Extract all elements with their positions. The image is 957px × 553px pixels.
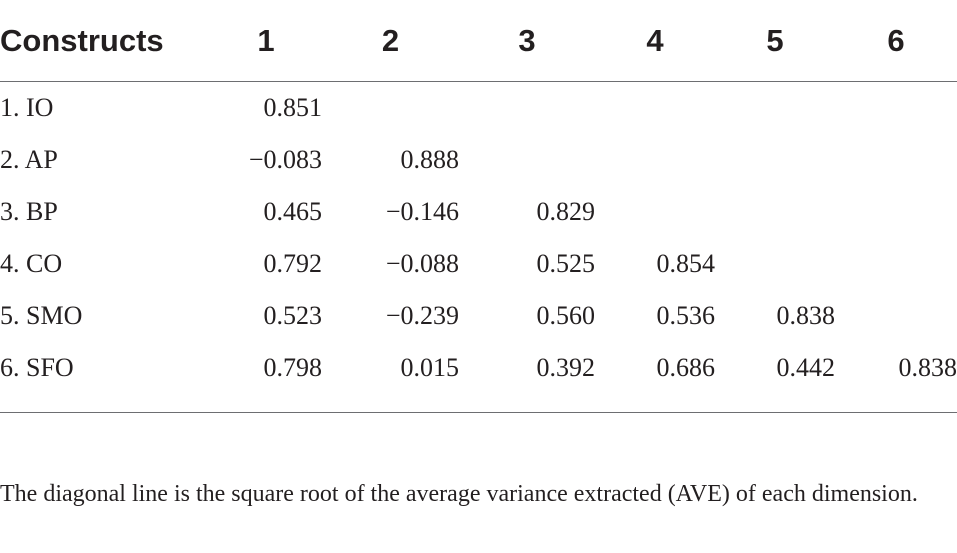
header-constructs: Constructs bbox=[0, 0, 210, 82]
table-cell bbox=[595, 186, 715, 238]
table-cell: 0.838 bbox=[898, 353, 957, 382]
table-cell: −0.146 bbox=[385, 197, 459, 226]
table-cell: 0.838 bbox=[776, 301, 836, 330]
table-cell: 0.536 bbox=[656, 301, 716, 330]
table-cell: 0.560 bbox=[536, 301, 596, 330]
table-cell: 0.525 bbox=[536, 249, 596, 278]
header-col-3: 3 bbox=[459, 0, 595, 82]
header-col-6: 6 bbox=[835, 0, 957, 82]
table-cell bbox=[835, 290, 957, 342]
table-cell: 0.798 bbox=[263, 353, 323, 382]
table-cell: 0.442 bbox=[776, 353, 836, 382]
table-row: 6. SFO 0.798 0.015 0.392 0.686 0.442 0.8… bbox=[0, 342, 957, 394]
correlation-table-container: Constructs 1 2 3 4 5 6 1. IO 0.851 2. AP bbox=[0, 0, 957, 394]
table-cell: 0.686 bbox=[656, 353, 716, 382]
row-label: 3. BP bbox=[0, 197, 58, 226]
row-label: 4. CO bbox=[0, 249, 63, 278]
header-col-2: 2 bbox=[322, 0, 459, 82]
table-cell: −0.083 bbox=[248, 145, 322, 174]
table-cell bbox=[835, 82, 957, 135]
table-cell bbox=[322, 82, 459, 135]
table-cell bbox=[835, 134, 957, 186]
table-cell: 0.851 bbox=[263, 93, 323, 122]
table-cell: 0.015 bbox=[400, 353, 460, 382]
header-col-1: 1 bbox=[210, 0, 322, 82]
row-label: 6. SFO bbox=[0, 353, 74, 382]
table-cell bbox=[835, 238, 957, 290]
table-cell bbox=[835, 186, 957, 238]
table-row: 2. AP −0.083 0.888 bbox=[0, 134, 957, 186]
table-cell bbox=[595, 82, 715, 135]
correlation-table: Constructs 1 2 3 4 5 6 1. IO 0.851 2. AP bbox=[0, 0, 957, 394]
table-cell: 0.854 bbox=[656, 249, 716, 278]
header-col-5: 5 bbox=[715, 0, 835, 82]
table-cell: −0.239 bbox=[385, 301, 459, 330]
table-cell bbox=[595, 134, 715, 186]
table-row: 1. IO 0.851 bbox=[0, 82, 957, 135]
table-cell: 0.523 bbox=[263, 301, 323, 330]
row-label: 2. AP bbox=[0, 145, 58, 174]
row-label: 1. IO bbox=[0, 93, 54, 122]
table-row: 5. SMO 0.523 −0.239 0.560 0.536 0.838 bbox=[0, 290, 957, 342]
table-cell: 0.792 bbox=[263, 249, 323, 278]
table-bottom-rule bbox=[0, 412, 957, 413]
table-cell: 0.888 bbox=[400, 145, 460, 174]
table-header-row: Constructs 1 2 3 4 5 6 bbox=[0, 0, 957, 82]
row-label: 5. SMO bbox=[0, 301, 83, 330]
table-row: 3. BP 0.465 −0.146 0.829 bbox=[0, 186, 957, 238]
table-cell bbox=[459, 134, 595, 186]
header-col-4: 4 bbox=[595, 0, 715, 82]
table-cell: 0.392 bbox=[536, 353, 596, 382]
table-footnote: The diagonal line is the square root of … bbox=[0, 481, 918, 507]
table-cell: −0.088 bbox=[385, 249, 459, 278]
table-cell bbox=[715, 238, 835, 290]
table-cell bbox=[715, 134, 835, 186]
table-cell bbox=[715, 186, 835, 238]
table-cell: 0.829 bbox=[536, 197, 596, 226]
table-cell bbox=[715, 82, 835, 135]
table-cell: 0.465 bbox=[263, 197, 323, 226]
table-row: 4. CO 0.792 −0.088 0.525 0.854 bbox=[0, 238, 957, 290]
table-cell bbox=[459, 82, 595, 135]
